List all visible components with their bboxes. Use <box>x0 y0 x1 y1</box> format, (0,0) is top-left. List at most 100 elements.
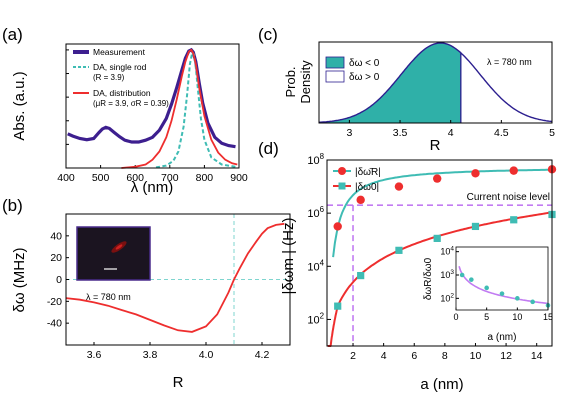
legend-swatch-negative <box>325 56 345 69</box>
panel-a-frame <box>65 43 240 169</box>
panel-d-ytick-label: 108 <box>307 152 324 167</box>
panel-d-plot: 2 4 6 8 10 12 14 102 104 106 108 <box>307 152 557 362</box>
panel-b-xtick-label: 4.0 <box>199 349 214 361</box>
legend-label-single-rod: DA, single rod <box>93 62 147 72</box>
panel-c-xtick-label: 4 <box>448 127 454 139</box>
panel-a-legend: Measurement DA, single rod (R = 3.9) DA,… <box>73 47 169 108</box>
inset-point <box>515 296 520 301</box>
panel-b-xtick-label: 3.6 <box>87 349 102 361</box>
panel-b-ytick-label: 20 <box>50 252 62 264</box>
panel-letter-b: (b) <box>2 196 23 215</box>
point-rod <box>509 166 518 175</box>
inset-ytick-label: 103 <box>440 269 454 280</box>
inset-point <box>530 299 535 305</box>
legend-label-rod: |δω̄R| <box>355 167 381 178</box>
panel-c-annotation: λ = 780 nm <box>487 57 532 67</box>
panel-d-frame <box>326 159 553 347</box>
inset-ytick-label: 104 <box>440 246 454 257</box>
legend-sub-single-rod: (R = 3.9) <box>93 73 125 82</box>
panel-d-ytick-label: 104 <box>307 258 324 273</box>
legend-label-negative: δω < 0 <box>349 58 380 69</box>
panel-b-inset-image <box>76 226 151 281</box>
panel-a-xtick-label: 500 <box>92 172 110 184</box>
legend-swatch-zero-marker <box>338 182 346 190</box>
inset-frame <box>455 246 549 311</box>
panel-b-annotation: λ = 780 nm <box>86 292 131 302</box>
inset-point <box>499 291 505 296</box>
panel-letter-a: (a) <box>2 25 23 44</box>
panel-c-ylabel-line1: Prob. <box>283 66 298 97</box>
point-rod <box>394 182 404 191</box>
inset-xlabel: a (nm) <box>488 332 517 343</box>
point-zero <box>395 246 403 254</box>
panel-c-xtick-label: 3.5 <box>393 127 408 139</box>
panel-c-xtick-label: 4.5 <box>494 127 509 139</box>
panel-d-xtick-label: 2 <box>350 350 356 362</box>
panel-b-ytick-label: 0 <box>56 274 62 286</box>
panel-d-legend: |δω̄R| |δω0| <box>333 167 381 193</box>
panel-b-frame <box>65 213 291 346</box>
legend-swatch-positive <box>325 70 345 83</box>
panel-a-plot: 400 500 600 700 800 900 <box>57 47 248 184</box>
panel-a-xtick-label: 800 <box>196 172 214 184</box>
panel-c-xtick-label: 3 <box>346 127 352 139</box>
series-frequency-shift <box>65 222 285 333</box>
panel-a-xlabel: λ (nm) <box>131 179 174 196</box>
panel-letter-c: (c) <box>258 25 278 44</box>
panel-b: 3.6 3.8 4.0 4.2 -40 -20 0 20 40 R δω (MHz) λ = 7… <box>11 213 291 391</box>
point-zero <box>510 216 518 224</box>
inset-xtick-label: 15 <box>543 312 553 322</box>
panel-b-ylabel: δω (MHz) <box>11 247 28 312</box>
panel-b-plot: 3.6 3.8 4.0 4.2 -40 -20 0 20 40 <box>47 214 290 361</box>
inset-xtick-label: 10 <box>512 312 522 322</box>
panel-b-ytick-label: 40 <box>50 230 62 242</box>
nanorod-core <box>115 244 123 250</box>
panel-a-ylabel: Abs. (a.u.) <box>11 71 28 140</box>
inset-ytick-label: 102 <box>440 292 454 303</box>
inset-xtick-label: 5 <box>484 312 489 322</box>
panel-b-xtick-label: 3.8 <box>143 349 158 361</box>
legend-label-measurement: Measurement <box>93 47 146 57</box>
point-rod <box>333 222 342 231</box>
panel-b-ytick-label: -20 <box>47 296 62 308</box>
point-zero <box>334 302 342 310</box>
panel-d-ylabel: |δωm | (Hz) <box>280 217 297 294</box>
legend-swatch-rod-marker <box>338 167 346 175</box>
panel-c-ylabel-line2: Density <box>298 60 313 104</box>
panel-d-ytick-label: 106 <box>307 205 324 220</box>
panel-a-xtick-label: 600 <box>126 172 144 184</box>
legend-label-zero: |δω0| <box>355 182 379 193</box>
point-zero <box>433 234 441 242</box>
panel-b-ytick-label: -40 <box>47 318 62 330</box>
point-rod <box>471 169 480 178</box>
series-distribution <box>121 48 238 169</box>
legend-sub-distribution: (μR = 3.9, σR = 0.39) <box>93 99 169 108</box>
panel-d-ytick-label: 102 <box>307 311 324 326</box>
panel-c-legend: δω < 0 δω > 0 <box>325 56 380 83</box>
panel-c-xtick-label: 5 <box>549 127 555 139</box>
inset-point <box>459 272 465 278</box>
panel-a-xtick-label: 900 <box>230 172 248 184</box>
panel-b-xtick-label: 4.2 <box>255 349 270 361</box>
density-curve <box>318 42 553 123</box>
panel-d-xtick-label: 4 <box>381 350 387 362</box>
panel-d-xtick-label: 10 <box>470 350 482 362</box>
panel-a-xtick-label: 700 <box>161 172 179 184</box>
panel-b-xlabel: R <box>173 374 184 391</box>
legend-label-positive: δω > 0 <box>349 72 380 83</box>
panel-c: 3 3.5 4 4.5 5 R Prob. Density λ = 780 nm δω … <box>283 41 555 154</box>
inset-xtick-label: 0 <box>453 312 458 322</box>
panel-d-xtick-label: 14 <box>531 350 543 362</box>
panel-c-frame <box>318 41 553 124</box>
point-zero <box>471 222 480 231</box>
panel-letter-d: (d) <box>258 139 279 158</box>
inset-ylabel: δωR/δω0 <box>423 257 434 300</box>
point-rod <box>433 174 442 183</box>
inset-point <box>484 285 489 291</box>
curve-zero <box>327 211 553 347</box>
panel-d-xtick-label: 8 <box>442 350 448 362</box>
panel-a: 400 500 600 700 800 900 λ (nm) Abs. (a.u.) Me… <box>11 43 248 196</box>
panel-d-inset: 0 5 10 15 102 103 104 a (nm) δωR/δω0 <box>423 246 553 343</box>
noise-level-label: Current noise level <box>467 192 550 203</box>
